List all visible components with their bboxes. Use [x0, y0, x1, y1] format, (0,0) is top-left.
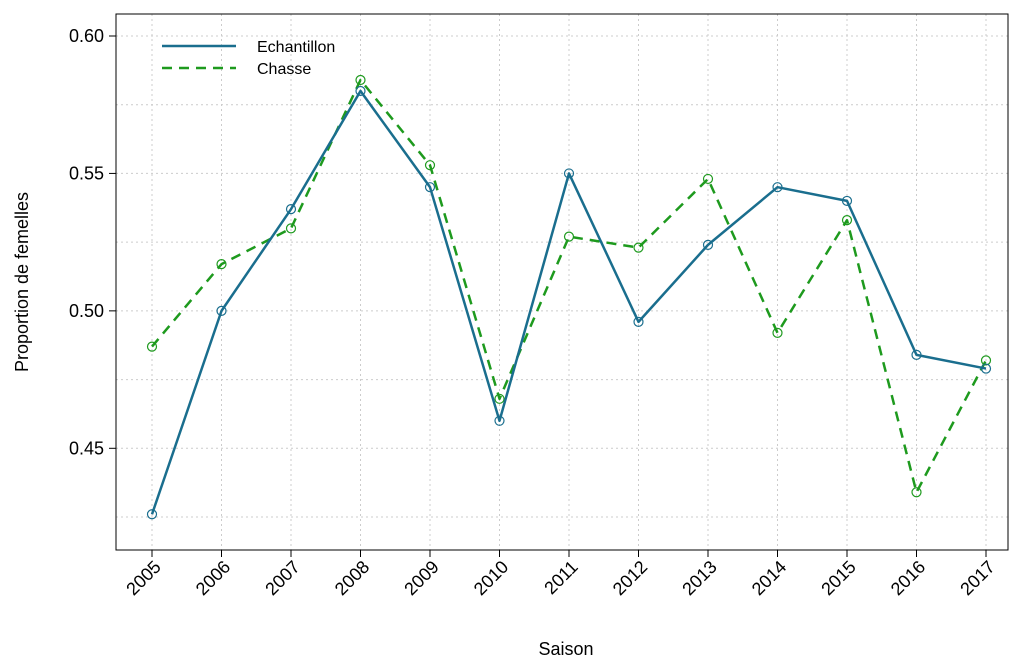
x-tick-label: 2016 — [887, 557, 929, 599]
x-tick-label: 2017 — [956, 557, 998, 599]
x-tick-label: 2006 — [192, 557, 234, 599]
data-point-chasse — [841, 215, 853, 226]
data-point-echantillon — [980, 363, 992, 374]
data-point-echantillon — [702, 239, 714, 250]
x-tick-label: 2013 — [678, 557, 720, 599]
data-point-echantillon — [494, 415, 505, 426]
data-point-echantillon — [146, 509, 158, 520]
data-point-chasse — [216, 259, 227, 270]
data-point-chasse — [633, 242, 644, 253]
x-tick-label: 2008 — [331, 557, 373, 599]
data-point-echantillon — [563, 168, 575, 179]
x-tick-label: 2010 — [470, 557, 512, 599]
data-point-chasse — [563, 231, 575, 242]
data-point-echantillon — [424, 182, 436, 193]
data-point-echantillon — [911, 349, 922, 360]
x-tick-label: 2015 — [817, 557, 859, 599]
y-tick-label: 0.50 — [69, 301, 104, 321]
x-tick-label: 2014 — [748, 557, 790, 599]
data-point-echantillon — [633, 316, 644, 327]
data-point-echantillon — [772, 182, 783, 193]
series-line-chasse — [151, 78, 988, 494]
data-point-echantillon — [216, 305, 227, 316]
data-point-chasse — [980, 355, 992, 366]
y-axis-title: Proportion de femelles — [12, 192, 32, 372]
y-tick-label: 0.45 — [69, 438, 104, 458]
data-point-chasse — [702, 173, 714, 185]
x-tick-label: 2007 — [261, 557, 303, 599]
y-tick-label: 0.60 — [69, 26, 104, 46]
data-point-chasse — [494, 393, 505, 404]
series-line-echantillon — [150, 89, 987, 515]
axes-group: 0.45 0.50 0.55 0.60 2005 2006 2007 2008 2009 2010… — [69, 26, 999, 599]
data-point-chasse — [146, 341, 158, 352]
legend-label-echantillon: Echantillon — [257, 39, 335, 56]
data-point-echantillon — [841, 195, 853, 207]
data-point-echantillon — [355, 85, 366, 97]
data-point-chasse — [911, 487, 922, 498]
x-axis-title: Saison — [538, 639, 593, 659]
x-tick-label: 2012 — [609, 557, 651, 599]
x-tick-label: 2011 — [540, 557, 582, 599]
legend-label-chasse: Chasse — [257, 61, 311, 78]
data-point-chasse — [772, 327, 783, 338]
series-group — [146, 74, 992, 520]
x-tick-label: 2009 — [400, 557, 442, 599]
plot-border — [115, 13, 1009, 551]
x-tick-label: 2005 — [122, 557, 164, 599]
legend: Echantillon Chasse — [162, 39, 335, 78]
data-point-chasse — [285, 223, 297, 234]
data-point-chasse — [424, 160, 436, 171]
y-tick-label: 0.55 — [69, 163, 104, 183]
data-point-chasse — [355, 74, 366, 86]
data-point-echantillon — [285, 204, 297, 215]
grid-lines — [116, 14, 1008, 550]
